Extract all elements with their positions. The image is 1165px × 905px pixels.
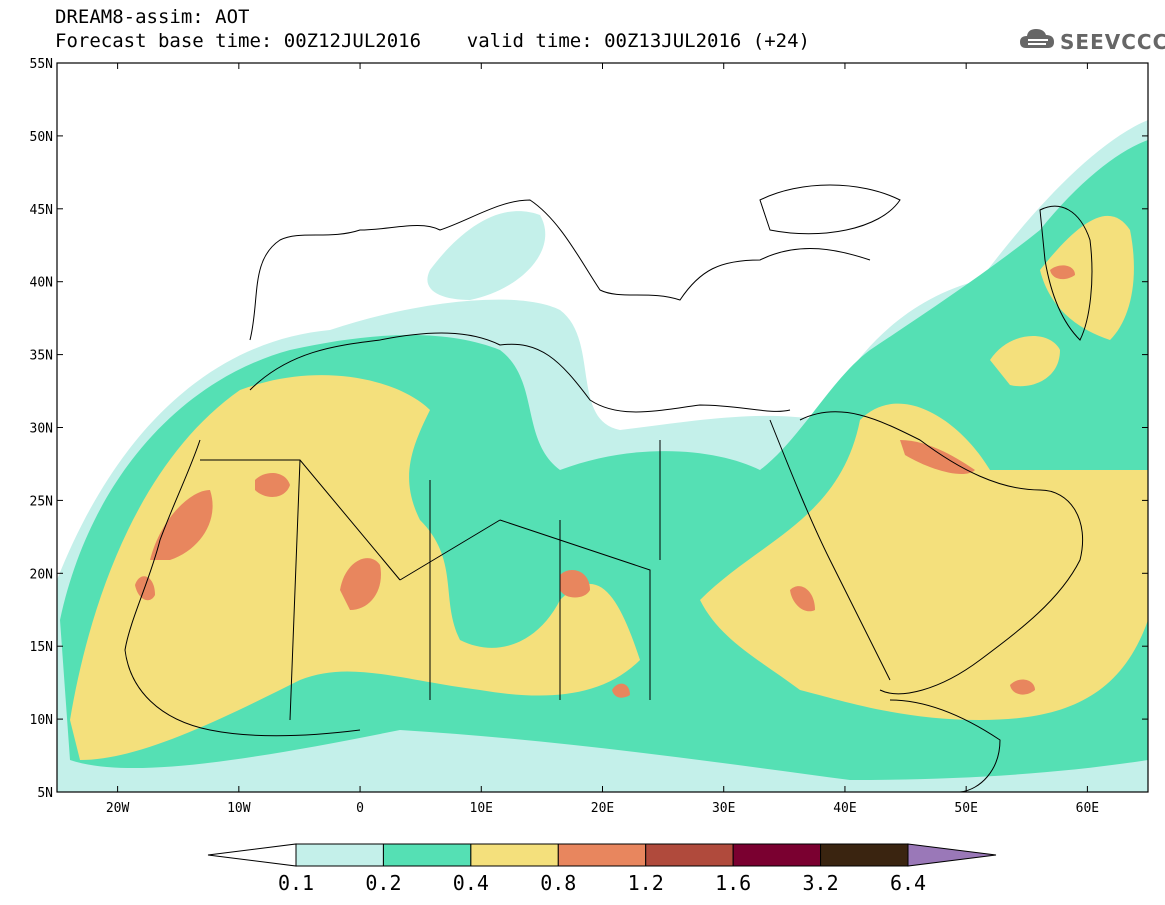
lon-label: 20E [591,801,614,816]
aot-band-0.8-g [1010,679,1035,695]
lat-label: 35N [30,349,53,364]
lon-label: 10E [470,801,493,816]
colorbar-label: 6.4 [890,871,926,895]
colorbar-box [470,843,559,867]
aot-band-0.8-f [900,440,975,475]
lat-label: 20N [30,567,53,582]
border-africa-2 [200,459,501,581]
coastline-europe [249,199,871,341]
cloud-icon [1020,29,1054,48]
aot-band-0.8-e [790,586,815,612]
border-africa-1 [289,440,661,721]
lat-label: 50N [30,130,53,145]
lat-label: 5N [37,786,53,801]
lat-label: 55N [30,57,53,72]
lon-ticks: 20W 10W 0 10E 20E 30E 40E 50E 60E [106,63,1099,816]
lat-label: 40N [30,276,53,291]
lat-label: 10N [30,713,53,728]
colorbar-arrow-low [207,843,297,867]
lon-label: 40E [833,801,856,816]
aot-band-0.1-north [427,211,546,300]
aot-band-0.8-h [1050,265,1075,280]
aot-fields [57,63,1148,792]
caspian-sea [1039,205,1093,341]
lat-ticks: 55N 50N 45N 40N 35N 30N 25N 20N 15N 10N 5N [30,57,1148,801]
colorbar-label: 1.6 [715,871,751,895]
black-sea [759,184,901,235]
lat-label: 30N [30,422,53,437]
coastline-north-africa [249,332,791,413]
coastline-horn-of-africa [889,699,1001,792]
lat-label: 45N [30,203,53,218]
colorbar-label: 0.4 [453,871,489,895]
aot-band-0.8-a [150,490,213,560]
colorbar-label: 0.2 [365,871,401,895]
title-line-2: Forecast base time: 00Z12JUL2016 valid t… [55,30,810,52]
colorbar-box [557,843,647,867]
colorbar-label: 3.2 [803,871,839,895]
lon-label: 10W [227,801,251,816]
aot-band-0.4-iran [990,336,1060,387]
coastline-red-sea [769,419,891,681]
aot-band-0.8-b [255,473,290,497]
aot-band-0.4-east [700,403,1148,720]
title-line-1: DREAM8-assim: AOT [55,6,250,28]
colorbar-box [645,843,734,867]
colorbar-box [732,843,822,867]
colorbar-label: 0.1 [278,871,314,895]
aot-band-0.8-d [560,570,590,598]
colorbar-box [820,843,909,867]
colorbar-label: 0.8 [540,871,576,895]
colorbar-arrow-high [907,843,997,867]
lon-label: 60E [1076,801,1099,816]
lat-label: 15N [30,640,53,655]
aot-band-0.8-c [340,558,381,610]
logo-text: SEEVCCC [1060,30,1165,54]
lon-label: 0 [356,801,364,816]
coastline-arabia [799,411,1084,695]
aot-band-0.8-j [612,683,630,698]
lon-label: 50E [954,801,977,816]
aot-band-0.4-caspian [1040,215,1134,340]
lat-label: 25N [30,494,53,509]
coastlines [124,184,1093,792]
lon-label: 20W [106,801,130,816]
seevccc-logo: SEEVCCC [1018,24,1165,56]
colorbar-box [382,843,472,867]
colorbar-label: 1.2 [628,871,664,895]
lon-label: 30E [712,801,735,816]
colorbar-box [295,843,384,867]
colorbar: 0.1 0.2 0.4 0.8 1.2 1.6 3.2 6.4 [207,843,997,895]
aot-band-0.8-i [135,576,155,601]
coastline-west-africa [124,439,361,737]
